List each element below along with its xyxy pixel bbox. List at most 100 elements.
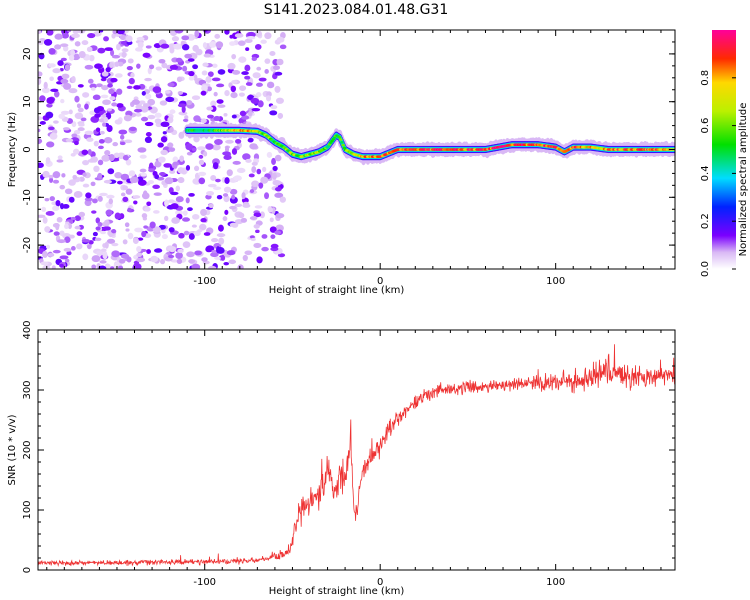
noise-speckle bbox=[98, 145, 104, 150]
noise-speckle bbox=[260, 39, 267, 44]
noise-speckle bbox=[52, 249, 61, 254]
noise-speckle bbox=[130, 72, 135, 78]
noise-speckle bbox=[97, 172, 103, 180]
noise-speckle bbox=[74, 41, 81, 47]
noise-speckle bbox=[255, 92, 262, 98]
noise-speckle bbox=[246, 36, 256, 40]
noise-speckle bbox=[68, 88, 78, 94]
p2-xtick-label: 0 bbox=[377, 577, 383, 588]
noise-speckle bbox=[114, 61, 120, 67]
noise-speckle bbox=[38, 162, 44, 169]
noise-speckle bbox=[59, 184, 66, 190]
noise-speckle bbox=[56, 216, 63, 223]
noise-speckle bbox=[105, 67, 111, 73]
noise-speckle bbox=[213, 115, 221, 122]
noise-speckle bbox=[177, 91, 184, 95]
noise-speckle bbox=[81, 238, 90, 243]
noise-speckle bbox=[81, 149, 89, 156]
noise-speckle bbox=[70, 49, 76, 56]
noise-speckle bbox=[177, 176, 185, 184]
noise-speckle bbox=[84, 130, 94, 136]
noise-speckle bbox=[132, 237, 139, 244]
noise-speckle bbox=[172, 156, 179, 163]
noise-speckle bbox=[132, 195, 141, 199]
noise-speckle bbox=[80, 117, 87, 122]
noise-speckle bbox=[140, 172, 148, 177]
noise-speckle bbox=[72, 174, 78, 180]
noise-speckle bbox=[87, 149, 92, 156]
noise-speckle bbox=[46, 103, 53, 108]
noise-speckle bbox=[254, 205, 263, 209]
noise-speckle bbox=[100, 230, 107, 235]
noise-speckle bbox=[38, 128, 41, 133]
noise-speckle bbox=[176, 76, 183, 83]
noise-speckle bbox=[222, 151, 231, 156]
noise-speckle bbox=[239, 85, 247, 92]
noise-speckle bbox=[251, 161, 258, 166]
noise-speckle bbox=[259, 211, 265, 219]
noise-speckle bbox=[238, 56, 247, 63]
p2-xtick-label: -100 bbox=[193, 577, 216, 588]
noise-speckle bbox=[126, 85, 133, 89]
noise-speckle bbox=[145, 93, 152, 100]
noise-speckle bbox=[198, 154, 204, 159]
noise-speckle bbox=[193, 136, 200, 143]
noise-speckle bbox=[253, 212, 262, 218]
noise-speckle bbox=[110, 266, 115, 269]
noise-speckle bbox=[49, 132, 58, 140]
noise-speckle bbox=[251, 107, 261, 112]
noise-speckle bbox=[139, 154, 147, 159]
noise-speckle bbox=[38, 77, 42, 85]
noise-speckle bbox=[144, 206, 151, 212]
noise-speckle bbox=[44, 197, 50, 202]
noise-speckle bbox=[84, 197, 93, 202]
noise-speckle bbox=[202, 62, 209, 67]
noise-speckle bbox=[270, 243, 279, 249]
noise-speckle bbox=[188, 76, 195, 81]
noise-speckle bbox=[174, 30, 184, 34]
noise-speckle bbox=[223, 155, 232, 160]
noise-speckle bbox=[48, 174, 54, 179]
noise-speckle bbox=[164, 215, 169, 221]
noise-speckle bbox=[274, 85, 281, 93]
p2-ytick-label: 400 bbox=[22, 320, 33, 339]
noise-speckle bbox=[94, 113, 101, 118]
noise-speckle bbox=[256, 256, 263, 264]
noise-speckle bbox=[194, 30, 200, 38]
noise-speckle bbox=[141, 213, 148, 219]
noise-speckle bbox=[93, 140, 99, 147]
noise-speckle bbox=[60, 78, 69, 84]
p1-xtick-label: 0 bbox=[377, 276, 383, 287]
noise-speckle bbox=[76, 103, 82, 109]
noise-speckle bbox=[101, 84, 109, 91]
noise-speckle bbox=[238, 212, 245, 219]
noise-speckle bbox=[182, 118, 189, 123]
p2-ytick-label: 100 bbox=[22, 500, 33, 519]
ridge-core bbox=[341, 143, 345, 147]
spectrogram-image bbox=[38, 30, 675, 269]
noise-speckle bbox=[91, 264, 97, 269]
noise-speckle bbox=[133, 108, 143, 113]
noise-speckle bbox=[223, 195, 230, 203]
noise-speckle bbox=[94, 63, 103, 69]
noise-speckle bbox=[167, 82, 175, 87]
noise-speckle bbox=[78, 211, 86, 217]
noise-speckle bbox=[230, 92, 238, 99]
noise-speckle bbox=[59, 67, 64, 72]
noise-speckle bbox=[90, 156, 98, 163]
colorbar-tick-label: 0.4 bbox=[700, 165, 711, 181]
noise-speckle bbox=[106, 108, 112, 112]
noise-speckle bbox=[231, 79, 238, 84]
noise-speckle bbox=[124, 222, 130, 228]
noise-speckle bbox=[270, 105, 278, 110]
noise-speckle bbox=[68, 54, 75, 61]
noise-speckle bbox=[38, 71, 43, 77]
noise-speckle bbox=[47, 252, 55, 257]
noise-speckle bbox=[42, 216, 48, 224]
noise-speckle bbox=[142, 52, 151, 58]
noise-speckle bbox=[252, 72, 261, 79]
noise-speckle bbox=[43, 81, 48, 89]
snr-plot-area bbox=[38, 344, 675, 567]
noise-speckle bbox=[38, 30, 42, 34]
